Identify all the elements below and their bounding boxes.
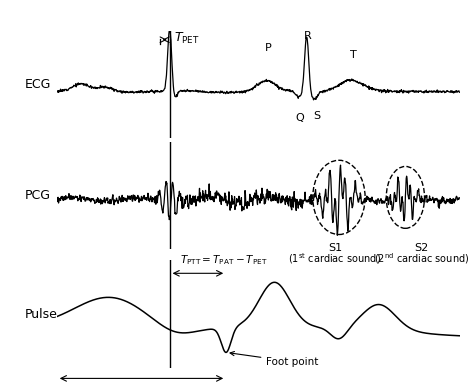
Text: S: S [313,111,320,121]
Text: $T_\mathrm{PET}$: $T_\mathrm{PET}$ [173,31,200,46]
Text: (1$^{\rm st}$ cardiac sound): (1$^{\rm st}$ cardiac sound) [288,251,382,266]
Text: R: R [304,31,311,41]
Text: Q: Q [295,113,304,123]
Text: Foot point: Foot point [230,352,319,367]
Text: S1: S1 [328,243,342,253]
Text: S2: S2 [414,243,428,253]
Text: $T_\mathrm{PTT} = T_\mathrm{PAT} - T_\mathrm{PET}$: $T_\mathrm{PTT} = T_\mathrm{PAT} - T_\ma… [180,253,267,267]
Text: PCG: PCG [25,189,51,202]
Text: Pulse: Pulse [25,308,57,321]
Text: (2$^{\rm nd}$ cardiac sound): (2$^{\rm nd}$ cardiac sound) [374,251,469,266]
Text: ECG: ECG [25,78,51,91]
Text: P: P [265,43,272,53]
Text: T: T [350,49,356,59]
